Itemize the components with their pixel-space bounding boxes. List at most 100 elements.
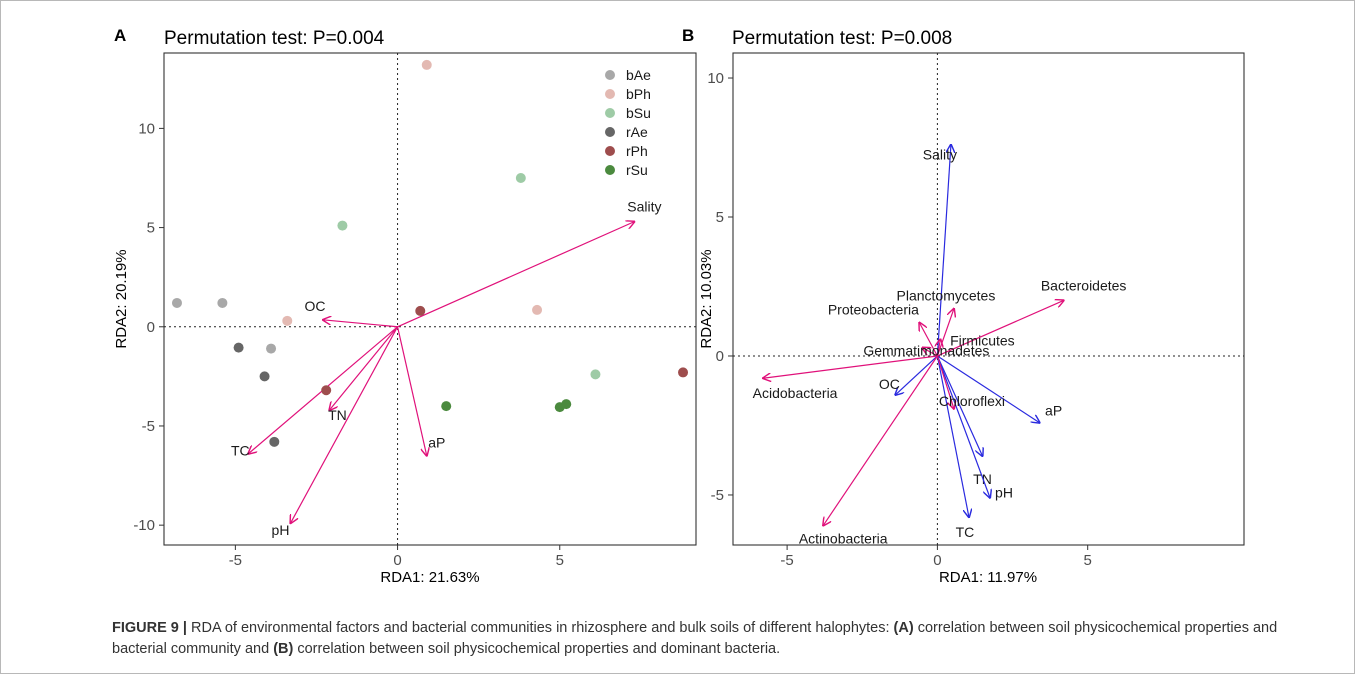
panel-a-label-oc: OC (304, 298, 325, 314)
panel-b-bact-arrow-planctomycetes (936, 309, 954, 357)
panel-a-point-bsu (590, 369, 601, 380)
panel-a-point-bph (532, 304, 543, 315)
panel-b-xtick-label: -5 (780, 552, 793, 569)
legend-label-bsu: bSu (626, 105, 651, 121)
panel-b-letter: B (682, 26, 694, 45)
panel-a-point-bsu (515, 172, 526, 183)
panel-b-bact-arrow-acidobacteria (763, 355, 938, 378)
panel-a-arrow-sality (397, 222, 635, 328)
panel-a-point-rsu (561, 399, 572, 410)
panel-a-point-bae (171, 297, 182, 308)
panel-b-zero-lines (733, 53, 1244, 545)
panel-a-label-sality: Sality (627, 199, 661, 215)
panel-b-env-arrow-oc (895, 355, 938, 395)
caption-figure-label: FIGURE 9 | (112, 620, 187, 636)
panel-a-ytick-label: -10 (133, 517, 155, 534)
panel-b-bact-label-proteobacteria: Proteobacteria (828, 302, 919, 318)
panel-b-bact-label-chloroflexi: Chloroflexi (939, 393, 1005, 409)
panel-b-bact-label-actinobacteria: Actinobacteria (799, 531, 888, 547)
panel-b-env-arrow-tn (936, 355, 982, 456)
panel-b-ytick-label: 5 (716, 209, 724, 226)
panel-b-vectors: SalityOCaPTNpHTCBacteroidetesPlanctomyce… (753, 145, 1127, 547)
caption-text-2: correlation between soil physicochemical… (112, 620, 1278, 657)
caption-text-3: correlation between soil physicochemical… (293, 641, 781, 657)
panel-b-bact-label-acidobacteria: Acidobacteria (753, 385, 838, 401)
panel-a-plot-border (163, 52, 697, 546)
panel-a-label-tc: TC (231, 443, 250, 459)
panel-b-env-label-ph: pH (995, 485, 1013, 501)
panel-a-point-bae (217, 297, 228, 308)
panel-a-point-bph (282, 315, 293, 326)
panel-a-arrow-ap (396, 326, 427, 456)
panel-a-arrow-ph (291, 326, 399, 523)
panel-a-point-rae (269, 436, 280, 447)
panel-b-ytick-label: 10 (707, 70, 724, 87)
legend-label-rsu: rSu (626, 162, 648, 178)
panel-b-bact-arrow-chloroflexi (936, 355, 954, 409)
legend-swatch-bae (605, 70, 615, 80)
panel-a-xtick-label: 0 (393, 552, 401, 569)
panel-b-bact-label-firmicutes: Firmicutes (950, 332, 1015, 348)
panel-b-bact-label-planctomycetes: Planctomycetes (897, 288, 996, 304)
panel-b-ytick-label: -5 (711, 487, 724, 504)
panel-a-point-bae (266, 343, 277, 354)
legend-swatch-bph (605, 89, 615, 99)
panel-a-arrow-tn (329, 326, 399, 410)
caption-b-ref: (B) (273, 641, 294, 657)
panel-a-arrow-oc (323, 320, 398, 328)
panel-a-ylabel: RDA2: 20.19% (113, 249, 130, 348)
panel-b-env-label-ap: aP (1045, 403, 1062, 419)
panel-a-point-bph (421, 59, 432, 70)
legend-swatch-bsu (605, 108, 615, 118)
panel-b-env-arrow-ap (937, 355, 1039, 423)
panel-b-bact-arrow-actinobacteria (823, 355, 938, 526)
panel-b-env-arrow-tc (936, 355, 969, 517)
panel-b-bact-arrow-firmicutes (937, 339, 940, 357)
panel-b-title: Permutation test: P=0.008 (732, 28, 952, 49)
panel-b-ylabel: RDA2: 10.03% (698, 249, 715, 348)
panel-a-ytick-label: 10 (138, 120, 155, 137)
legend-label-bph: bPh (626, 86, 651, 102)
panel-a-label-ph: pH (272, 522, 290, 538)
panel-b-xlabel: RDA1: 11.97% (939, 569, 1037, 586)
panel-b-env-label-oc: OC (879, 376, 900, 392)
panel-b-bact-label-gemmatimonadetes: Gemmatimonadetes (863, 343, 989, 359)
caption-a-ref: (A) (893, 620, 914, 636)
panel-b-ticks: -5 0 5 -5 0 5 10 (707, 70, 1092, 569)
panel-b-bact-arrow-bacteroidetes (937, 300, 1063, 357)
panel-a-xlabel: RDA1: 21.63% (380, 569, 479, 586)
panel-a-point-rph (321, 385, 332, 396)
panel-a-point-bsu (337, 220, 348, 231)
panel-a-point-rae (233, 342, 244, 353)
panel-b-bact-arrow-gemmatimonadetes (922, 348, 938, 357)
panel-b: B Permutation test: P=0.008 -5 0 5 -5 0 5 10 S… (682, 26, 1245, 586)
panel-a-point-rph (415, 305, 426, 316)
legend-swatch-rae (605, 127, 615, 137)
panel-a-point-rsu (441, 401, 452, 412)
panel-b-bact-arrow-proteobacteria (919, 323, 938, 357)
legend-label-rae: rAe (626, 124, 648, 140)
panel-a-label-ap: aP (428, 435, 445, 451)
panel-a-letter: A (114, 26, 126, 45)
panel-a-ytick-label: 0 (147, 319, 155, 336)
panel-b-bact-label-bacteroidetes: Bacteroidetes (1041, 277, 1127, 293)
panel-a-ticks: -5 0 5 -10 -5 0 5 10 (133, 120, 564, 569)
panel-a-ytick-label: -5 (142, 418, 155, 435)
panel-b-plot-border (732, 52, 1245, 546)
panel-a-zero-lines (164, 53, 696, 545)
legend-label-bae: bAe (626, 67, 651, 83)
panel-a-point-rae (259, 371, 270, 382)
panel-b-xtick-label: 0 (933, 552, 941, 569)
legend-swatch-rsu (605, 165, 615, 175)
legend-label-rph: rPh (626, 143, 648, 159)
panel-a-xtick-label: 5 (556, 552, 564, 569)
panel-b-env-label-tc: TC (956, 524, 975, 540)
panel-b-xtick-label: 5 (1084, 552, 1092, 569)
figure-caption: FIGURE 9 | RDA of environmental factors … (112, 618, 1312, 660)
panel-a-point-rph (678, 367, 689, 378)
panel-a: A Permutation test: P=0.004 -5 0 5 -10 -5 0 5 1… (113, 26, 697, 586)
panel-a-vectors: Sality OC TN TC pH aP (231, 199, 661, 539)
panel-a-legend: bAe bPh bSu rAe rPh rSu (605, 67, 651, 178)
panel-a-xtick-label: -5 (229, 552, 242, 569)
